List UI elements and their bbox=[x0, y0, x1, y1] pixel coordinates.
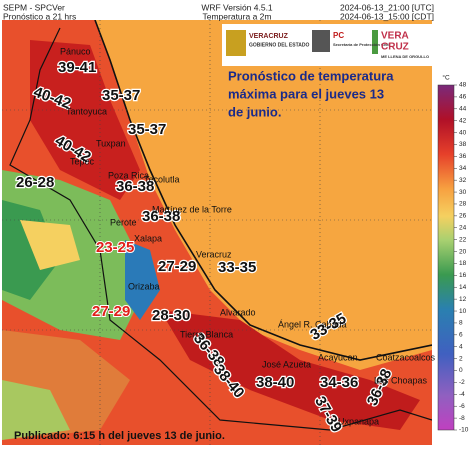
header-text: SEPM - SPCVer bbox=[3, 2, 65, 12]
place-name: Xalapa bbox=[134, 233, 162, 243]
temperature-range: 23-25 bbox=[96, 239, 134, 256]
temperature-range: 35-37 bbox=[128, 121, 166, 138]
colorbar-label: 18 bbox=[459, 260, 467, 267]
temperature-range: 35-37 bbox=[102, 87, 140, 104]
colorbar-label: 16 bbox=[459, 272, 467, 279]
temperature-range: 38-40 bbox=[256, 374, 294, 391]
logo-text: PC bbox=[333, 31, 344, 40]
colorbar-label: 12 bbox=[459, 296, 467, 303]
colorbar-label: 22 bbox=[459, 236, 467, 243]
place-name: Perote bbox=[110, 217, 137, 227]
colorbar-label: 46 bbox=[459, 94, 467, 101]
colorbar-label: 30 bbox=[459, 189, 467, 196]
temperature-range: 26-28 bbox=[16, 174, 54, 191]
logo-text: CRUZ bbox=[381, 42, 409, 53]
colorbar-label: 38 bbox=[459, 141, 467, 148]
temperature-range: 27-29 bbox=[158, 258, 196, 275]
temperature-range: 28-30 bbox=[152, 307, 190, 324]
place-name: Tierra Blanca bbox=[180, 329, 233, 339]
header-text: Pronóstico a 21 hrs bbox=[3, 11, 76, 21]
colorbar-label: 24 bbox=[459, 224, 467, 231]
place-name: Martínez de la Torre bbox=[152, 204, 232, 214]
title: Pronóstico de temperatura bbox=[228, 68, 394, 83]
header-text: WRF Versión 4.5.1 bbox=[201, 2, 273, 12]
colorbar-label: 48 bbox=[459, 82, 467, 89]
colorbar-label: -6 bbox=[459, 403, 465, 410]
shield bbox=[226, 30, 246, 56]
colorbar-label: -2 bbox=[459, 379, 465, 386]
colorbar-label: 8 bbox=[459, 320, 463, 327]
colorbar-label: 28 bbox=[459, 201, 467, 208]
logo-text: ME LLENA DE ORGULLO bbox=[381, 54, 429, 59]
colorbar-label: 2 bbox=[459, 355, 463, 362]
logo-text: VERA bbox=[381, 31, 409, 42]
colorbar-label: 14 bbox=[459, 284, 467, 291]
title: de junio. bbox=[228, 104, 281, 119]
place-name: Ángel R. Cabada bbox=[278, 319, 347, 329]
colorbar-label: 26 bbox=[459, 213, 467, 220]
place-name: Coatzacoalcos bbox=[376, 352, 436, 362]
temperature-range: 36-38 bbox=[142, 208, 180, 225]
place-name: Pánuco bbox=[60, 46, 91, 56]
colorbar-label: 32 bbox=[459, 177, 467, 184]
place-name: Uxpanapa bbox=[338, 416, 379, 426]
colorbar-label: -8 bbox=[459, 415, 465, 422]
colorbar-label: 34 bbox=[459, 165, 467, 172]
temperature-range: 39-41 bbox=[58, 59, 96, 76]
colorbar-label: 20 bbox=[459, 248, 467, 255]
place-name: Poza Rica bbox=[108, 170, 149, 180]
colorbar-label: 6 bbox=[459, 332, 463, 339]
temperature-range: 33-35 bbox=[218, 259, 256, 276]
colorbar-label: 36 bbox=[459, 153, 467, 160]
temperature-range: 27-29 bbox=[92, 303, 130, 320]
map bbox=[2, 20, 432, 445]
place-name: Veracruz bbox=[196, 249, 232, 259]
header-text: Temperatura a 2m bbox=[203, 11, 272, 21]
temperature-range: 34-36 bbox=[320, 374, 358, 391]
colorbar bbox=[437, 84, 455, 431]
vera-mark bbox=[372, 30, 378, 54]
colorbar-unit: °C bbox=[442, 74, 450, 82]
header-text: 2024-06-13_15:00 [CDT] bbox=[340, 11, 434, 21]
logo-text: GOBIERNO DEL ESTADO bbox=[249, 42, 309, 48]
place-name: Alvarado bbox=[220, 307, 256, 317]
header-text: 2024-06-13_21:00 [UTC] bbox=[340, 2, 434, 12]
title: máxima para el jueves 13 bbox=[228, 86, 384, 101]
colorbar-label: 0 bbox=[459, 367, 463, 374]
place-name: Tepec bbox=[70, 156, 95, 166]
colorbar-label: 4 bbox=[459, 343, 463, 350]
colorbar-label: 44 bbox=[459, 106, 467, 113]
place-name: Tuxpan bbox=[96, 138, 126, 148]
colorbar-label: 10 bbox=[459, 308, 467, 315]
place-name: Acayucan bbox=[318, 352, 358, 362]
colorbar-label: -10 bbox=[459, 427, 469, 434]
place-name: Las Choapas bbox=[374, 375, 428, 385]
place-name: Tantoyuca bbox=[66, 106, 107, 116]
colorbar-label: 40 bbox=[459, 129, 467, 136]
colorbar-label: -4 bbox=[459, 391, 465, 398]
footer: Publicado: 6:15 h del jueves 13 de junio… bbox=[14, 430, 225, 442]
place-name: Orizaba bbox=[128, 281, 160, 291]
logo-text: VERACRUZ bbox=[249, 33, 289, 40]
logo-text: Secretaría de Protección Civil bbox=[333, 42, 389, 47]
pc-emblem bbox=[312, 30, 330, 52]
place-name: José Azueta bbox=[262, 359, 311, 369]
colorbar-label: 42 bbox=[459, 117, 467, 124]
place-name: Tecolutla bbox=[144, 174, 180, 184]
temperature-range: 36-38 bbox=[116, 178, 154, 195]
